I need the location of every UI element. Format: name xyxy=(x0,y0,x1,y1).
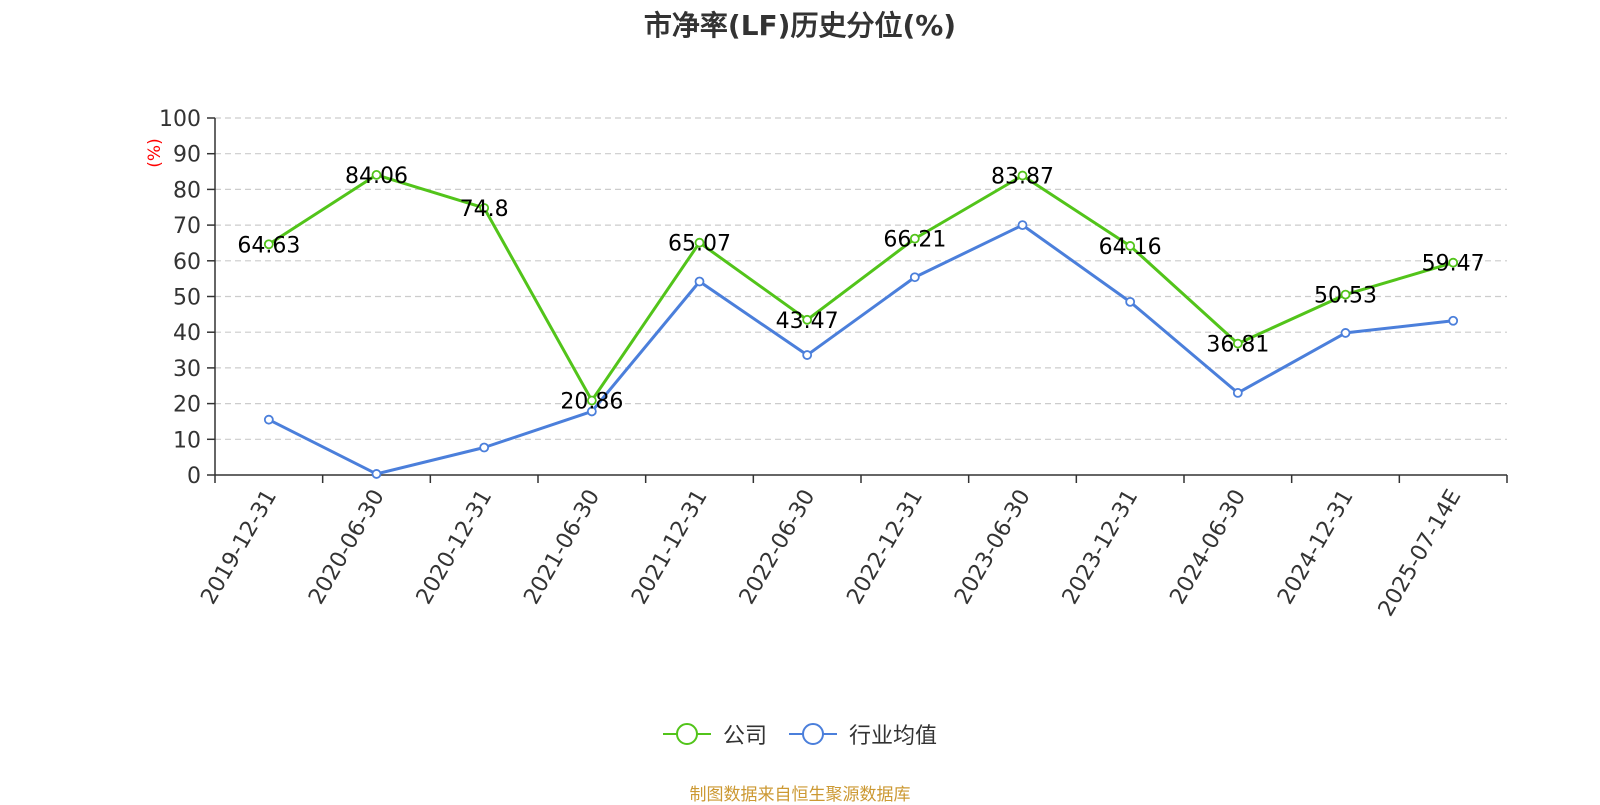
data-point-industry xyxy=(263,414,274,425)
data-label: 36.81 xyxy=(1206,333,1269,358)
legend-company-label: 公司 xyxy=(722,724,767,749)
y-tick-label: 10 xyxy=(173,428,201,453)
legend-company-icon xyxy=(662,723,711,745)
data-point-company xyxy=(1448,257,1459,268)
data-point-industry xyxy=(371,469,382,479)
series-lines xyxy=(263,170,1459,479)
data-label: 20.86 xyxy=(560,390,623,415)
legend: 公司 行业均值 xyxy=(0,718,1600,750)
data-point-company xyxy=(586,395,597,406)
data-label: 64.16 xyxy=(1099,235,1162,260)
data-point-industry xyxy=(909,272,920,283)
y-tick-label: 30 xyxy=(173,357,201,382)
data-point-company xyxy=(1232,338,1243,349)
x-tick-label: 2020-06-30 xyxy=(304,486,390,609)
data-label: 50.53 xyxy=(1314,284,1377,309)
legend-item-company[interactable]: 公司 xyxy=(662,718,767,750)
data-point-company xyxy=(371,170,382,180)
data-point-industry xyxy=(586,406,597,417)
y-tick-label: 50 xyxy=(173,286,201,311)
source-text: 制图数据来自恒生聚源数据库 xyxy=(689,785,911,805)
data-point-company xyxy=(909,233,920,244)
x-tick-label: 2021-06-30 xyxy=(519,486,605,609)
y-tick-label: 90 xyxy=(173,143,201,168)
x-tick-label: 2021-12-31 xyxy=(627,486,713,609)
data-point-company xyxy=(479,203,490,213)
x-tick-label: 2025-07-14E xyxy=(1374,486,1467,621)
data-label: 43.47 xyxy=(776,309,839,334)
x-tick-label: 2020-12-31 xyxy=(412,486,498,609)
data-point-company xyxy=(1017,170,1028,181)
chart-title: 市净率(LF)历史分位(%) xyxy=(643,9,957,42)
data-point-industry xyxy=(1448,315,1459,326)
y-axis-unit-label: (%) xyxy=(145,138,165,167)
data-point-industry xyxy=(479,442,490,453)
data-label: 65.07 xyxy=(668,232,731,257)
data-label: 83.87 xyxy=(991,165,1054,190)
data-label: 64.63 xyxy=(237,233,300,258)
data-label: 84.06 xyxy=(345,164,408,189)
series-line-company xyxy=(268,173,1454,403)
data-point-industry xyxy=(1232,387,1243,398)
data-point-company xyxy=(1125,241,1136,251)
data-label: 66.21 xyxy=(883,228,946,253)
data-point-company xyxy=(263,239,274,250)
legend-industry-icon xyxy=(789,723,837,745)
data-point-company xyxy=(694,237,705,248)
y-tick-label: 0 xyxy=(187,464,201,489)
y-tick-label: 70 xyxy=(173,214,201,239)
x-tick-label: 2024-06-30 xyxy=(1165,486,1251,609)
data-point-industry xyxy=(802,350,813,360)
data-point-industry xyxy=(1125,296,1136,307)
x-tick-label: 2023-06-30 xyxy=(950,486,1036,609)
x-tick-label: 2024-12-31 xyxy=(1273,486,1359,609)
series-line-industry xyxy=(268,223,1454,476)
y-tick-label: 20 xyxy=(173,393,201,418)
y-tick-label: 60 xyxy=(173,250,201,275)
legend-industry-label: 行业均值 xyxy=(849,724,938,749)
legend-item-industry[interactable]: 行业均值 xyxy=(789,718,937,750)
data-label: 59.47 xyxy=(1422,252,1485,277)
data-point-company xyxy=(1340,289,1351,300)
data-point-industry xyxy=(1017,220,1028,231)
y-tick-label: 40 xyxy=(173,321,201,346)
grid-lines xyxy=(215,117,1507,440)
x-tick-label: 2023-12-31 xyxy=(1058,486,1144,609)
y-tick-label: 100 xyxy=(159,107,201,132)
data-point-industry xyxy=(1340,328,1351,338)
data-point-company xyxy=(802,314,813,325)
data-labels: 64.63 84.06 74.8 20.86 65.07 43.47 66.21 83.87 6… xyxy=(237,164,1484,415)
data-point-industry xyxy=(694,276,705,287)
x-tick-label: 2022-12-31 xyxy=(842,486,928,609)
y-tick-label: 80 xyxy=(173,178,201,203)
x-tick-label: 2019-12-31 xyxy=(196,486,282,609)
data-label: 74.8 xyxy=(460,197,509,222)
x-tick-label: 2022-06-30 xyxy=(735,486,821,609)
